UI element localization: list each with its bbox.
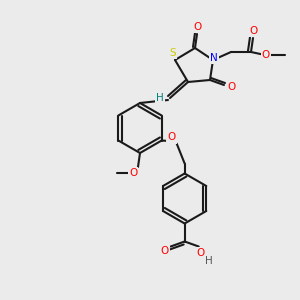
Text: H: H xyxy=(205,256,212,266)
Text: H: H xyxy=(156,93,164,103)
Text: O: O xyxy=(227,82,235,92)
Text: O: O xyxy=(196,248,205,259)
Text: N: N xyxy=(210,53,218,63)
Text: S: S xyxy=(170,48,176,58)
Text: O: O xyxy=(129,168,137,178)
Text: O: O xyxy=(167,133,176,142)
Text: O: O xyxy=(262,50,270,60)
Text: O: O xyxy=(193,22,201,32)
Text: O: O xyxy=(160,247,169,256)
Text: O: O xyxy=(249,26,257,36)
